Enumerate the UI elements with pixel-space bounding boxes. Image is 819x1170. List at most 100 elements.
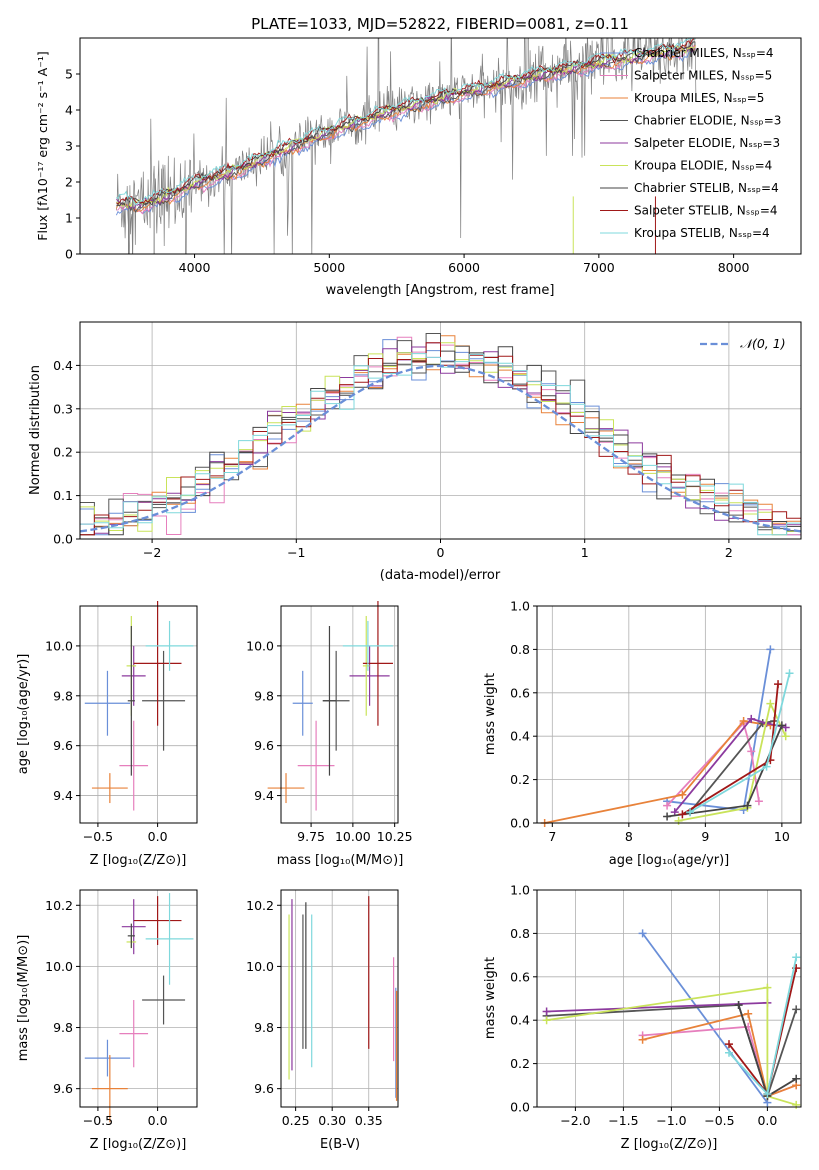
weight-point-marker (678, 810, 687, 819)
spectrum-ylabel: Flux [fλ10⁻¹⁷ erg cm⁻² s⁻¹ A⁻¹] (35, 51, 50, 240)
weight-point-marker (542, 1016, 551, 1025)
y-tick-label: 0.2 (510, 772, 530, 787)
mZ-xlabel: Z [log₁₀(Z/Z⊙)] (90, 1137, 187, 1152)
weight-point-marker (792, 953, 801, 962)
weight-point-marker (781, 732, 790, 741)
weight-point-marker (766, 645, 775, 654)
y-tick-label: 9.6 (254, 1081, 274, 1096)
y-tick-label: 10.0 (246, 959, 274, 974)
y-tick-label: 9.8 (254, 688, 274, 703)
wZ-xlabel: Z [log₁₀(Z/Z⊙)] (621, 1137, 718, 1152)
y-tick-label: 9.8 (53, 688, 73, 703)
y-tick-label: 0.6 (510, 969, 530, 984)
y-tick-label: 9.4 (53, 788, 73, 803)
ageZ-ylabel: age [log₁₀(age/yr)] (16, 654, 31, 775)
x-tick-label: −1.5 (608, 1113, 638, 1128)
y-tick-label: 0.4 (53, 358, 73, 373)
x-tick-label: 7 (548, 829, 556, 844)
x-tick-label: −2 (143, 545, 161, 560)
y-tick-label: 2 (65, 175, 73, 190)
x-tick-label: 0.0 (148, 829, 168, 844)
y-tick-label: 0.4 (510, 1013, 530, 1028)
hist-ylabel: Normed distribution (28, 365, 43, 495)
ageM-xlabel: mass [log₁₀(M/M⊙)] (277, 853, 404, 868)
weight-point-marker (744, 1009, 753, 1018)
legend-label: Chabrier STELIB, Nₛₛₚ=4 (634, 181, 779, 195)
y-tick-label: 10.0 (246, 638, 274, 653)
y-tick-label: 0.0 (510, 816, 530, 831)
x-tick-label: 10.00 (335, 829, 371, 844)
mZ-marks (84, 893, 194, 1123)
y-tick-label: 0.1 (53, 488, 73, 503)
x-tick-label: −1.0 (656, 1113, 686, 1128)
y-tick-label: 0.2 (510, 1056, 530, 1071)
age-vs-mass-panel: 9.75 10.00 10.25 9.4 9.6 9.8 10.0 mass [log₁₀(… (246, 601, 413, 868)
wZ-frame (536, 889, 802, 1108)
hist-xlabel: (data-model)/error (380, 568, 501, 583)
y-tick-label: 9.4 (254, 788, 274, 803)
ageZ-ticks: −0.5 0.0 9.4 9.6 9.8 10.0 (45, 638, 167, 844)
x-tick-label: −0.5 (704, 1113, 734, 1128)
weight-point-marker (663, 812, 672, 821)
x-tick-label: 0.0 (148, 1113, 168, 1128)
y-tick-label: 0.6 (510, 685, 530, 700)
hist-marks (79, 333, 802, 536)
weight-point-marker (763, 1089, 772, 1098)
x-tick-label: 0.25 (282, 1113, 310, 1128)
mZ-ticks: −0.5 0.0 9.6 9.8 10.0 10.2 (45, 898, 167, 1128)
wAge-marks (540, 645, 794, 827)
x-tick-label: 1 (581, 545, 589, 560)
wAge-ticks: 7 8 9 10 0.0 0.2 0.4 0.6 0.8 1.0 (510, 599, 790, 845)
weight-point-marker (785, 669, 794, 678)
weight-point-marker (792, 1005, 801, 1014)
weight-vs-age-panel: 7 8 9 10 0.0 0.2 0.4 0.6 0.8 1.0 age [log₁₀(age/y… (483, 599, 802, 868)
y-tick-label: 9.8 (254, 1020, 274, 1035)
y-tick-label: 0.8 (510, 642, 530, 657)
weight-series-line (642, 1012, 797, 1098)
ageM-ticks: 9.75 10.00 10.25 9.4 9.6 9.8 10.0 (246, 638, 412, 844)
legend-label: Chabrier ELODIE, Nₛₛₚ=3 (634, 114, 781, 128)
weight-point-marker (747, 747, 756, 756)
weight-point-marker (763, 983, 772, 992)
figure-title: PLATE=1033, MJD=52822, FIBERID=0081, z=0… (251, 15, 629, 33)
residual-hist-panel: −2 −1 0 1 2 0.0 0.1 0.2 0.3 0.4 𝒩(0, 1) (data-mod… (28, 321, 802, 583)
spectrum-model-line (116, 38, 696, 204)
y-tick-label: 0.4 (510, 729, 530, 744)
weight-point-marker (792, 1074, 801, 1083)
y-tick-label: 10.2 (246, 898, 274, 913)
y-tick-label: 0.0 (53, 532, 73, 547)
spectrum-legend: Chabrier MILES, Nₛₛₚ=4 Salpeter MILES, Nₛ… (600, 46, 781, 240)
y-tick-label: 0.2 (53, 445, 73, 460)
ageM-frame (280, 605, 399, 824)
legend-label: Salpeter MILES, Nₛₛₚ=5 (634, 69, 772, 83)
hist-legend: 𝒩(0, 1) (700, 336, 786, 351)
wAge-xlabel: age [log₁₀(age/yr)] (609, 853, 730, 868)
spectrum-model-line (116, 41, 696, 207)
weight-series-line (641, 932, 769, 1104)
x-tick-label: 10.25 (377, 829, 413, 844)
x-tick-label: 0.30 (318, 1113, 346, 1128)
weight-point-marker (754, 797, 763, 806)
x-tick-label: −2.0 (560, 1113, 590, 1128)
x-tick-label: 0 (437, 545, 445, 560)
y-tick-label: 4 (65, 103, 73, 118)
y-tick-label: 0.8 (510, 926, 530, 941)
mE-frame (280, 889, 399, 1108)
y-tick-label: 5 (65, 67, 73, 82)
ageZ-frame (79, 605, 198, 824)
weight-vs-Z-panel: −2.0 −1.5 −1.0 −0.5 0.0 0.0 0.2 0.4 0.6 0.8 1.0 Z … (483, 883, 802, 1152)
x-tick-label: 2 (725, 545, 733, 560)
y-tick-label: 1 (65, 211, 73, 226)
wZ-ticks: −2.0 −1.5 −1.0 −0.5 0.0 0.0 0.2 0.4 0.6 0.8 1.0 (510, 883, 777, 1129)
weight-point-marker (747, 714, 756, 723)
y-tick-label: 9.6 (53, 738, 73, 753)
spectrum-ticks: 4000 5000 6000 7000 8000 0 1 2 3 4 5 (65, 67, 750, 276)
wAge-frame (536, 605, 802, 824)
legend-label: Kroupa STELIB, Nₛₛₚ=4 (634, 226, 770, 240)
legend-label: Kroupa MILES, Nₛₛₚ=5 (634, 91, 764, 105)
wAge-ylabel: mass weight (483, 673, 498, 755)
x-tick-label: −0.5 (83, 1113, 113, 1128)
y-tick-label: 0.3 (53, 401, 73, 416)
weight-point-marker (743, 801, 752, 810)
